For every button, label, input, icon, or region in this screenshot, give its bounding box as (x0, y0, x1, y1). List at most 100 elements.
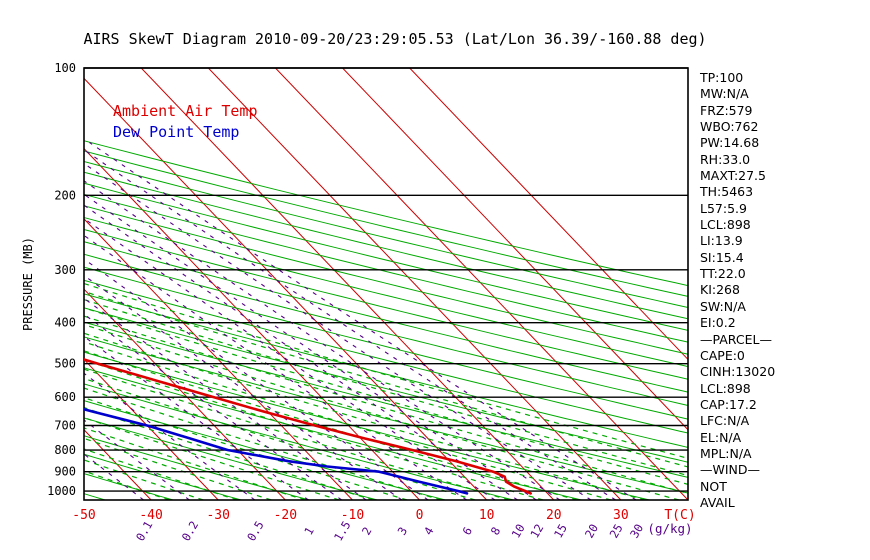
dry-adiabat-line (84, 293, 688, 448)
pressure-tick-label: 900 (54, 465, 76, 479)
saturated-adiabat-line (84, 332, 646, 500)
plot-frame (83, 67, 689, 501)
isotherm-line (84, 147, 420, 500)
saturated-adiabat-line (84, 397, 408, 500)
saturated-adiabat-line (84, 298, 688, 477)
parameter-item: L57:5.9 (700, 200, 747, 216)
saturated-adiabat-line (84, 315, 688, 494)
pressure-tick-label: 600 (54, 390, 76, 404)
bottom-temp-tick-label: -10 (341, 508, 364, 523)
parameter-item: SI:15.4 (700, 249, 744, 265)
sounding-curves (84, 358, 532, 495)
grid-lines (0, 68, 688, 500)
pressure-tick-label: 400 (54, 316, 76, 330)
dry-adiabat-line (84, 241, 688, 393)
parameter-item: CAP:17.2 (700, 396, 757, 412)
mixing-ratio-tick-label: 25 (607, 521, 626, 540)
parameter-item: CAPE:0 (700, 347, 745, 363)
dry-adiabat-line (84, 253, 688, 406)
isotherm-line (275, 68, 688, 500)
saturated-adiabat-line (84, 470, 170, 500)
saturated-adiabat-line (84, 350, 578, 500)
mixing-ratio-tick-label: 8 (488, 524, 504, 537)
isotherm-line (84, 499, 85, 500)
dry-adiabat-line (84, 279, 688, 434)
parameter-item: —PARCEL— (700, 331, 772, 347)
pressure-tick-label: 100 (54, 61, 76, 75)
bottom-temp-tick-label: -40 (139, 508, 162, 523)
saturated-adiabat-line (84, 459, 204, 500)
saturated-adiabat-line (84, 282, 688, 459)
isotherm-line (84, 288, 286, 500)
mixing-ratio-tick-label: 4 (421, 524, 437, 537)
saturated-adiabat-line (84, 341, 612, 500)
dry-adiabat-line (84, 453, 242, 500)
parameter-item: PW:14.68 (700, 135, 760, 151)
pressure-axis-title: PRESSURE (MB) (21, 237, 35, 331)
isotherm-line (409, 68, 688, 361)
dry-adiabat-line (84, 493, 106, 500)
pressure-tick-label: 700 (54, 419, 76, 433)
dry-adiabat-line (84, 367, 582, 500)
saturated-adiabat-line (84, 387, 442, 500)
parameter-item: LCL:898 (700, 217, 751, 233)
dry-adiabat-line (84, 150, 688, 297)
mixing-ratio-tick-label: 0.2 (179, 519, 202, 544)
bottom-temp-tick-label: -50 (72, 508, 95, 523)
dry-adiabat-line (84, 205, 688, 355)
parameter-item: TH:5463 (700, 184, 754, 200)
parameter-item: EL:N/A (700, 429, 742, 445)
parameter-item: LFC:N/A (700, 413, 750, 429)
saturated-adiabat-line (84, 417, 340, 500)
bottom-temp-tick-label: 20 (546, 508, 562, 523)
dry-adiabat-line (84, 351, 650, 500)
bottom-temp-tick-label: 10 (479, 508, 495, 523)
dry-adiabat-line (84, 473, 174, 500)
parameter-item: NOT (700, 478, 727, 494)
saturated-adiabat-line (84, 323, 680, 500)
sounding-parameters-list: TP:100 MW:N/A FRZ:579 WBO:762 PW:14.68 RH:33.… (700, 70, 865, 511)
page-title: AIRS SkewT Diagram 2010-09-20/23:29:05.5… (83, 30, 707, 48)
parameter-item: WBO:762 (700, 119, 759, 135)
bottom-temp-tick-label: 0 (416, 508, 424, 523)
dry-adiabat-line (84, 160, 688, 309)
parameter-item: —WIND— (700, 462, 761, 478)
dry-adiabat-line (84, 171, 688, 320)
dry-adiabat-line (84, 383, 514, 500)
parameter-item: EI:0.2 (700, 315, 736, 331)
dry-adiabat-line (84, 307, 688, 463)
parameter-item: TT:22.0 (700, 266, 746, 282)
dry-adiabat-line (84, 321, 688, 478)
dry-adiabat-line (84, 193, 688, 343)
mixing-ratio-tick-label: 2 (359, 524, 375, 537)
saturated-adiabat-line (84, 427, 306, 500)
mixing-ratio-tick-label: 3 (395, 524, 411, 537)
parameter-item: LI:13.9 (700, 233, 743, 249)
parameter-item: LCL:898 (700, 380, 751, 396)
mixing-ratio-tick-label: 15 (551, 521, 570, 540)
dry-adiabat-line (84, 140, 688, 287)
parameter-item: RH:33.0 (700, 151, 751, 167)
mixing-ratio-tick-label: 1 (301, 524, 317, 537)
isotherm-line (207, 68, 622, 500)
mixing-ratio-tick-label: 20 (582, 521, 601, 540)
mixing-ratio-axis-title: (g/kg) (647, 521, 692, 536)
parameter-item: KI:268 (700, 282, 740, 298)
mixing-ratio-tick-label: 10 (509, 521, 528, 540)
bottom-temp-tick-label: 30 (613, 508, 629, 523)
mixing-ratio-tick-label: 6 (459, 524, 475, 537)
dry-adiabat-line (84, 216, 688, 368)
dry-adiabat-line (84, 182, 688, 331)
mixing-ratio-tick-label: 0.5 (244, 519, 267, 544)
parameter-item: MPL:N/A (700, 445, 752, 461)
isotherm-line (0, 68, 17, 500)
dry-adiabat-line (84, 400, 446, 500)
dry-adiabat-line (84, 266, 688, 420)
parameter-item: MAXT:27.5 (700, 168, 766, 184)
legend-ambient-label: Ambient Air Temp (113, 102, 258, 120)
parameter-item: CINH:13020 (700, 364, 776, 380)
dry-adiabat-line (84, 336, 688, 494)
pressure-tick-label: 1000 (47, 484, 76, 498)
